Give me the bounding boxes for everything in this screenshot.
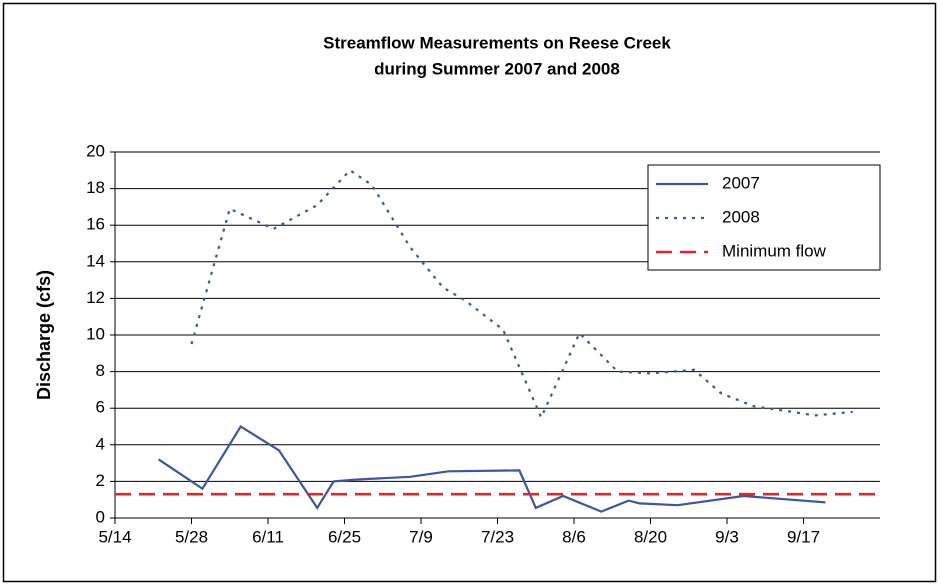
y-axis-label: Discharge (cfs) xyxy=(34,270,54,400)
y-tick-label: 8 xyxy=(96,361,105,380)
legend-label: 2008 xyxy=(722,207,760,226)
y-tick-label: 6 xyxy=(96,398,105,417)
x-tick-label: 5/28 xyxy=(175,527,208,546)
series-line xyxy=(190,168,853,421)
x-tick-label: 9/17 xyxy=(787,527,820,546)
y-tick-label: 16 xyxy=(86,215,105,234)
y-tick-label: 12 xyxy=(86,288,105,307)
y-tick-label: 2 xyxy=(96,471,105,490)
x-tick-label: 8/6 xyxy=(562,527,586,546)
x-tick-label: 7/9 xyxy=(409,527,433,546)
chart-title: during Summer 2007 and 2008 xyxy=(374,59,620,78)
legend-label: Minimum flow xyxy=(722,241,827,260)
y-tick-label: 4 xyxy=(96,434,105,453)
y-tick-label: 20 xyxy=(86,141,105,160)
x-tick-label: 8/20 xyxy=(634,527,667,546)
y-tick-label: 0 xyxy=(96,507,105,526)
legend-label: 2007 xyxy=(722,173,760,192)
y-tick-label: 18 xyxy=(86,178,105,197)
x-tick-label: 5/14 xyxy=(98,527,131,546)
y-tick-label: 14 xyxy=(86,251,105,270)
chart-title: Streamflow Measurements on Reese Creek xyxy=(323,33,671,52)
x-tick-label: 6/25 xyxy=(328,527,361,546)
x-tick-label: 9/3 xyxy=(715,527,739,546)
x-tick-label: 6/11 xyxy=(252,527,284,546)
y-tick-label: 10 xyxy=(86,324,105,343)
series-line xyxy=(158,424,826,513)
x-tick-label: 7/23 xyxy=(481,527,514,546)
